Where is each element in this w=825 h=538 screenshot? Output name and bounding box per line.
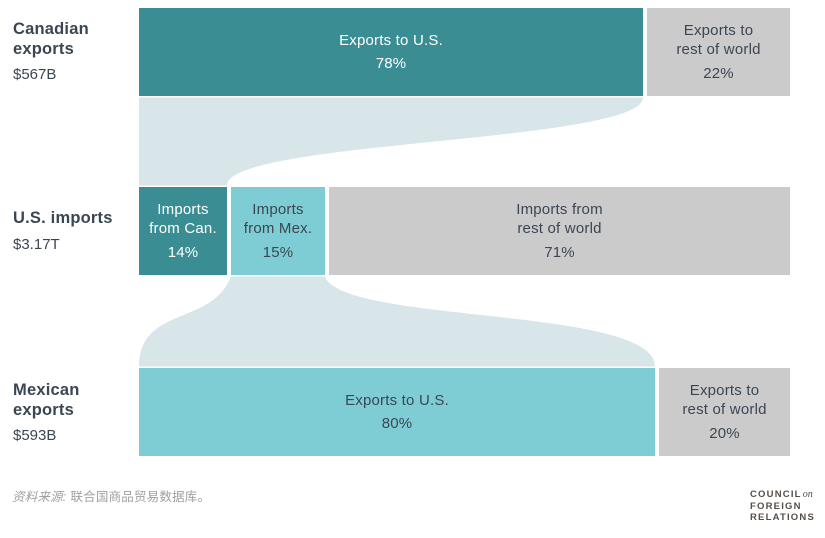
- cfr-logo-line3: RELATIONS: [750, 512, 815, 523]
- bar-percent: 80%: [381, 415, 413, 432]
- bar-line: Exports to: [683, 21, 754, 39]
- bar-percent: 71%: [544, 243, 575, 261]
- bar-canada-exports-to-rest-of-world: Exports to rest of world 22%: [647, 8, 790, 96]
- bar-line: Imports: [252, 200, 304, 218]
- bar-line: Exports to: [689, 381, 760, 399]
- bar-line: rest of world: [517, 220, 602, 238]
- bar-percent: 22%: [703, 64, 734, 82]
- flow-canada-to-us-imports: [139, 97, 643, 186]
- bar-percent: 78%: [375, 55, 407, 72]
- row-title: Mexican exports: [13, 381, 80, 419]
- source-note: 资料来源: 联合国商品贸易数据库。: [12, 486, 210, 505]
- row-value: $3.17T: [13, 235, 60, 253]
- bar-line: rest of world: [676, 41, 761, 59]
- cfr-logo-line1: COUNCILon: [750, 489, 815, 501]
- bar-line: Exports to U.S.: [345, 391, 449, 409]
- row-value: $593B: [13, 427, 57, 444]
- bar-canada-exports-to-us: Exports to U.S. 78%: [139, 8, 643, 96]
- cfr-logo-council: COUNCIL: [750, 489, 802, 500]
- source-note-text: 联合国商品贸易数据库。: [70, 490, 211, 504]
- row-label-mexican-exports: Mexican exports $593B: [13, 381, 125, 444]
- row-label-us-imports: U.S. imports $3.17T: [13, 209, 125, 253]
- bar-us-imports-from-canada: Imports from Can. 14%: [139, 187, 227, 275]
- cfr-logo-on: on: [802, 489, 813, 500]
- bar-us-imports-from-mexico: Imports from Mex. 15%: [231, 187, 325, 275]
- flow-mexico-to-us-imports: [139, 276, 655, 367]
- row-label-canadian-exports: Canadian exports $567B: [13, 20, 125, 83]
- cfr-logo: COUNCILon FOREIGN RELATIONS: [750, 489, 815, 524]
- bar-mexico-exports-to-rest-of-world: Exports to rest of world 20%: [659, 368, 790, 456]
- bar-line: Imports: [157, 200, 209, 218]
- bar-us-imports-from-rest-of-world: Imports from rest of world 71%: [329, 187, 790, 275]
- row-title: U.S. imports: [13, 209, 113, 227]
- row-value: $567B: [13, 66, 57, 83]
- cfr-logo-line2: FOREIGN: [750, 500, 802, 512]
- bar-line: from Mex.: [243, 220, 313, 238]
- row-title: Canadian exports: [13, 20, 89, 58]
- bar-line: Imports from: [516, 200, 603, 218]
- bar-percent: 14%: [167, 243, 199, 261]
- bar-percent: 20%: [709, 424, 740, 442]
- source-note-prefix: 资料来源:: [12, 490, 67, 504]
- bar-mexico-exports-to-us: Exports to U.S. 80%: [139, 368, 655, 456]
- bar-percent: 15%: [262, 243, 294, 261]
- bar-line: from Can.: [149, 220, 217, 238]
- bar-line: Exports to U.S.: [339, 31, 443, 49]
- bar-line: rest of world: [682, 401, 767, 419]
